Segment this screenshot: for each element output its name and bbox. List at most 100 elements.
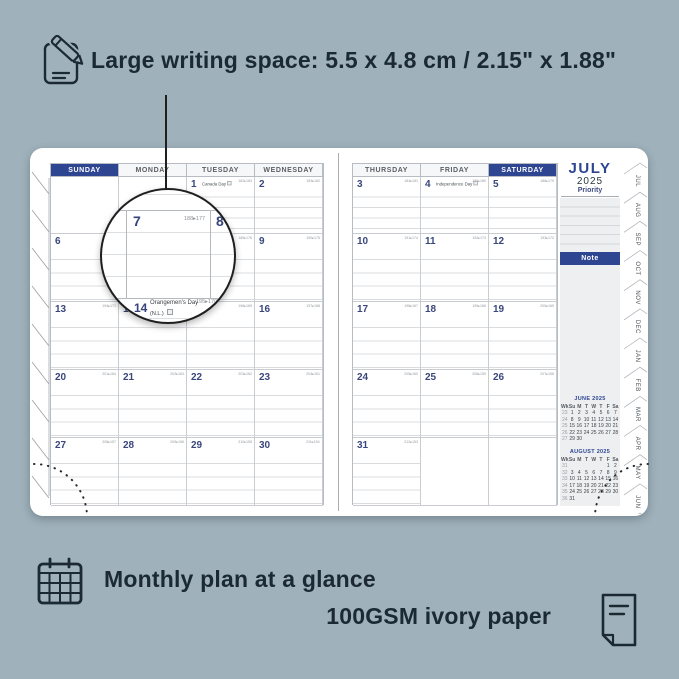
mini-calendar-header-cell: M [577,403,582,410]
mini-calendar-header-cell: W [591,456,597,463]
writing-lines [353,187,420,232]
month-tab-aug: AUG [634,203,640,218]
empty-day-cell [51,177,119,234]
mini-day: 2 [577,410,581,417]
tab-edge [624,483,648,496]
day-cell-2: 2 183▸182 [255,177,323,234]
priority-underline [561,196,619,197]
mini-calendar-title: AUGUST 2025 [569,449,611,455]
day-of-year: 191▸174 [404,236,418,241]
magnified-cell-border [126,210,127,298]
mini-day: 25 [590,429,597,436]
mini-day: 23 [576,429,583,436]
day-of-year: 206▸159 [472,372,486,377]
magnified-day-of-year: 188▸177 [184,216,206,222]
writing-lines [187,383,254,436]
calendar-grid-right-page: THURSDAY FRIDAY SATURDAY 3 184▸181 4 185▸180 In… [352,163,558,506]
day-of-year: 194▸171 [102,304,116,309]
tab-edge [624,425,648,437]
magnified-writing-line [102,276,234,277]
day-cell-5: 5 186▸179 [489,177,557,234]
week-number: 24 [561,416,568,423]
priority-label: Priority [577,187,603,194]
day-number: 24 [357,372,369,383]
mini-day: 4 [577,469,581,476]
calendar-grid-icon [37,557,83,605]
mini-day: 22 [605,482,611,489]
week-number: 34 [561,482,568,489]
mini-day: 2 [614,463,617,470]
magnified-day-of-year: 195▸170 [196,299,218,305]
mini-day: 16 [576,423,583,430]
weekday-header-saturday: SATURDAY [489,164,557,177]
writing-lines [353,451,420,504]
mini-calendar-header-cell: Su [568,403,576,410]
holiday-flag-icon [167,309,174,315]
week-number: 25 [561,423,568,430]
mini-day: 3 [570,469,574,476]
mini-day: 29 [605,489,611,496]
mini-day [612,436,619,443]
mini-day: 26 [598,429,604,436]
tab-edge [624,308,648,321]
day-of-year: 198▸167 [404,304,418,309]
tab-edge [624,220,648,233]
day-number: 6 [55,236,61,247]
caption-paper: 100GSM ivory paper [326,603,551,629]
month-tab-feb: FEB [634,379,640,392]
week-number: 26 [561,429,568,436]
day-cell-12: 12 193▸172 [489,234,557,302]
day-number: 20 [55,372,67,383]
day-cell-16: 16 197▸168 [255,302,323,370]
tab-edge [624,191,648,204]
day-cell-24: 24 205▸160 [353,370,421,438]
day-number: 17 [357,304,369,315]
mini-calendar-header-cell: T [585,456,589,463]
mini-day [597,436,604,443]
magnified-day-8: 8 [216,213,224,229]
magnified-cell-border [102,298,234,299]
tab-edge [624,279,648,291]
writing-lines [255,451,322,504]
writing-lines [119,315,186,368]
mini-calendar-header-cell: F [606,403,610,410]
mini-day: 27 [590,489,597,496]
mini-calendar-grid: Wk Su M T W T F Sa 31 1 2 32 3 4 5 6 7 8 9 33 10 11 12 13 14 15 16… [561,457,619,503]
weekday-header-friday: FRIDAY [421,164,489,177]
writing-lines [51,383,118,436]
weekday-header-wednesday: WEDNESDAY [255,164,323,177]
mini-calendar-title: JUNE 2025 [574,396,606,402]
month-tab-nov: NOV [634,290,640,305]
writing-lines [489,383,556,436]
day-number: 31 [357,440,369,451]
mini-day: 30 [576,436,583,443]
mini-calendar-header-cell: F [606,456,610,463]
writing-lines [353,383,420,436]
month-tab-jan: JAN [634,350,640,363]
mini-day: 17 [569,482,575,489]
weekday-header-sunday: SUNDAY [51,164,119,177]
holiday-flag-icon [227,181,232,186]
writing-lines [255,315,322,368]
month-tab-jul: JUL [634,175,640,187]
mini-day: 7 [599,469,603,476]
tab-edge [624,395,648,408]
day-number: 22 [191,372,203,383]
day-cell-17: 17 198▸167 [353,302,421,370]
mini-calendar-august: AUGUST 2025 Wk Su M T W T F Sa 31 1 2 32 3 4 5 6 7 8 9 33 10 1… [561,449,619,503]
day-of-year: 209▸156 [170,440,184,445]
priority-writing-lines [560,198,620,252]
magnified-holiday-label: Orangemen's Day [150,300,199,306]
day-of-year: 182▸183 [238,179,252,184]
mini-day: 18 [576,482,583,489]
mini-day: 15 [569,423,575,430]
writing-lines [421,187,488,232]
month-tab-dec: DEC [634,320,640,334]
day-of-year: 196▸169 [238,304,252,309]
page-center-divider [338,153,339,511]
week-number: 27 [561,436,568,443]
weekday-header-thursday: THURSDAY [353,164,421,177]
mini-day: 18 [590,423,597,430]
writing-lines [255,383,322,436]
day-number: 29 [191,440,203,451]
